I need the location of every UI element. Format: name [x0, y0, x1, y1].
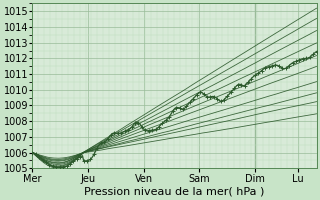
X-axis label: Pression niveau de la mer( hPa ): Pression niveau de la mer( hPa ) — [84, 187, 265, 197]
